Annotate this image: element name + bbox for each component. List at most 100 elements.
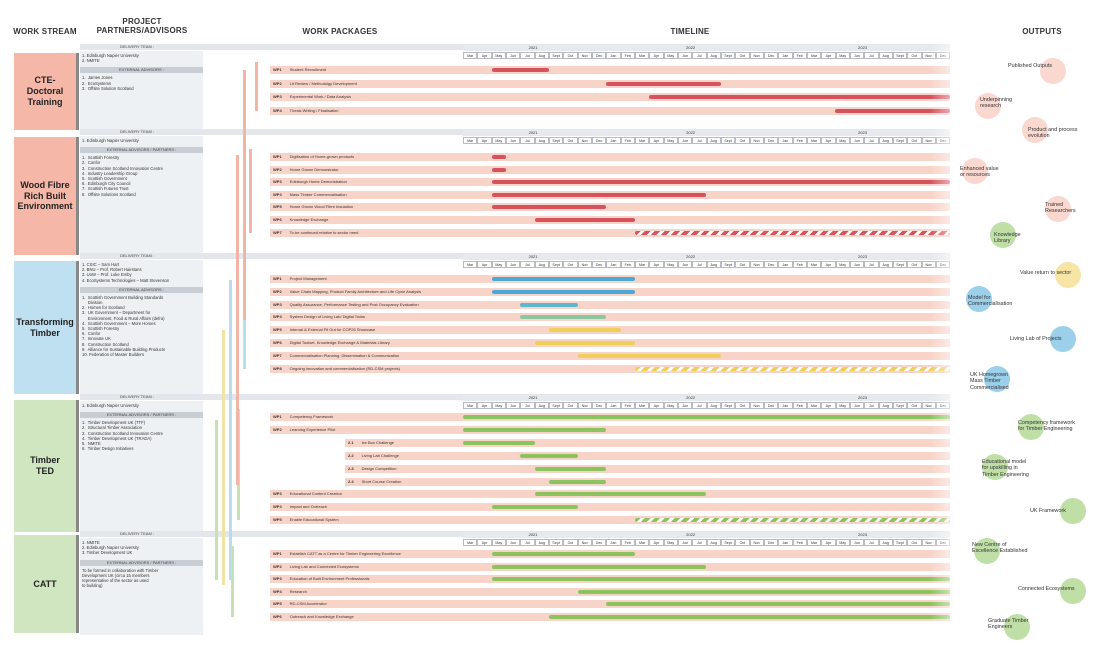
work-package-code: WP4 [273,107,282,113]
year-label: 2022 [686,254,696,259]
month-row: Mar Apr May Jun Jul Aug Sept Oct Nov Dec Jan Feb Mar… [463,402,951,409]
work-package-code: 2.4 [348,478,354,484]
month-row: Mar Apr May Jun Jul Aug Sept Oct Nov Dec Jan Feb Mar… [463,137,951,144]
month-cell: Oct [563,402,578,409]
month-cell: Aug [706,52,721,59]
advisor-item: Division [82,300,103,305]
month-cell: Jun [849,539,865,546]
timeline-bar [463,427,607,432]
work-package-label: WP5 Home Grown Wood Fibre Insulation [273,203,353,211]
timeline-bar [520,315,607,320]
month-cell: Oct [735,137,750,144]
work-package-title: To be continued relative to sector need [289,229,359,235]
advisor-item: 7. Innovate UK [82,336,111,342]
month-cell: Aug [878,137,893,144]
month-cell: Nov [577,52,592,59]
output-label: UK Homegrown Mass Timber Commercialised [970,372,1009,391]
work-package-label: WP5 RD-CSM Accelerator [273,600,327,608]
work-package-row: WP4 Impact and Outreach [270,503,950,512]
work-package-row: 2.2 Living Lab Challenge [345,451,950,460]
month-cell: Dec [591,402,607,409]
work-package-code: WP5 [273,204,282,210]
work-package-code: WP2 [273,563,282,569]
month-cell: Dec [763,52,779,59]
partners-panel: 1. CSIC – Sam Hart 2. BNU – Prof. Robert … [80,260,203,394]
work-package-title: Living Lab Challenge [361,452,399,458]
month-cell: Nov [577,261,592,268]
month-cell: Mar [463,137,478,144]
work-package-row: WP4 System Design of Living Lab/ Digital … [270,313,950,322]
year-label: 2023 [858,254,867,259]
work-package-title: Thesis Writing / Finalisation [289,107,339,113]
month-cell: Mar [634,402,650,409]
month-cell: Aug [878,402,893,409]
month-cell: Apr [649,539,664,546]
work-package-code: WP4 [273,588,282,594]
partner-item: 4. EcoSystems Technologies – Matt Steven… [82,277,170,283]
month-cell: Oct [563,539,578,546]
work-package-code: WP8 [273,365,282,371]
delivery-team-list: 1. CSIC – Sam Hart 2. BNU – Prof. Robert … [82,262,202,283]
output-label: Published Outputs [1008,63,1053,69]
month-cell: Jun [849,137,865,144]
work-package-label: WP2 Value Chain Mapping, Product Family A… [273,288,421,296]
output-label: New Centre of Excellence Established [972,542,1028,555]
month-cell: Aug [878,539,893,546]
advisor-item: Development UK (circa 15 members [82,572,150,578]
output-label: Enhanced value or resources [960,166,999,179]
month-cell: Jul [864,539,879,546]
month-cell: Feb [792,402,807,409]
month-cell: Apr [649,137,664,144]
timeline-bar [491,505,578,510]
advisor-item: To be formed in collaboration with Timbe… [82,567,159,573]
month-cell: Oct [735,261,750,268]
month-cell: Jul [692,539,707,546]
timeline-bar [491,289,635,294]
month-cell: Oct [735,52,750,59]
year-row: 2021 2022 2023 [463,254,950,260]
month-cell: Dec [763,261,779,268]
month-cell: Oct [907,52,922,59]
work-package-title: Digital Toolset, Knowledge Exchange & Ma… [289,340,390,345]
month-cell: Mar [634,261,650,268]
workstream-header: WORK STREAM [13,27,77,36]
advisor-item: Environment, Food & Rural Affairs (defra… [82,315,165,321]
work-package-row: 2.1 Ice Box Challenge [345,438,950,447]
output-circle [990,222,1016,248]
month-cell: Sept [548,402,564,409]
connector-line [215,420,218,580]
workstream-tab: CATT [14,535,79,633]
workstream-tab: Timber TED [14,400,79,532]
month-cell: Jun [505,539,521,546]
month-cell: Dec [591,261,607,268]
month-cell: Nov [749,402,764,409]
month-cell: Mar [463,261,478,268]
month-cell: Jul [864,261,879,268]
advisor-item: 1. Scottish Forestry [82,155,120,161]
work-package-label: WP2 Lit Review / Methodolgy Development [273,80,357,88]
work-package-row: WP2 Learning Experience Pilot [270,425,950,434]
output-label: Trained Researchers [1045,202,1076,215]
partner-item: 1. CSIC – Sam Hart [82,262,120,267]
advisor-item: 2. Structural Timber Association [82,425,143,431]
work-package-label: WP4 Impact and Outreach [273,503,327,511]
timeline-bar [491,205,607,210]
work-package-code: WP3 [273,576,282,582]
month-cell: Feb [620,402,635,409]
work-package-label: WP1 Establish CATT as a Centre for Timber… [273,550,401,558]
output-label: Connected Ecosystems [1018,586,1075,592]
month-cell: Mar [463,52,478,59]
work-package-title: Outreach and Knowledge Exchange [289,614,354,619]
advisor-item: 6. Timber Design Initiatives [82,446,134,452]
month-cell: Sept [720,539,736,546]
month-cell: Apr [477,52,492,59]
work-package-label: WP3 Education of Built Environment Profes… [273,575,370,583]
output-label: Value return to sector [1020,270,1072,276]
advisor-item: 3. Offsite Solution Scotland [82,85,134,91]
connector-line [229,280,232,580]
year-label: 2023 [858,130,867,135]
work-package-code: WP3 [273,301,282,307]
timeline-bar [634,230,950,235]
work-package-title: RD-CSM Accelerator [289,601,327,607]
